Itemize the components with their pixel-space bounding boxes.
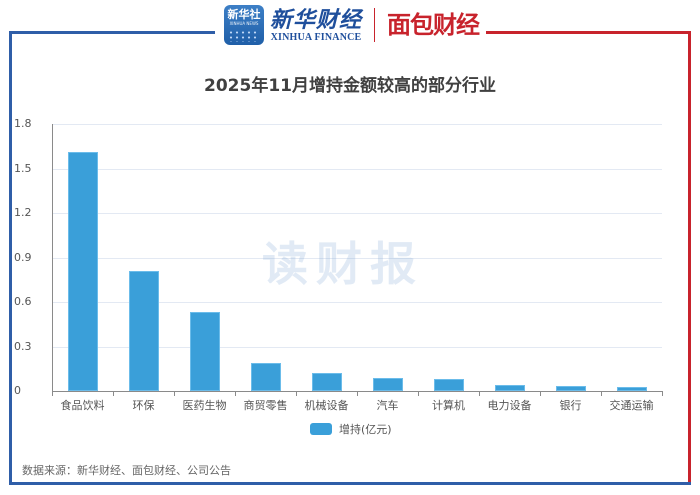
- y-axis: [52, 124, 53, 392]
- y-tick-label: 0: [14, 384, 21, 397]
- xinhua-finance-logo: 新华财经 XINHUA FINANCE: [270, 8, 362, 43]
- bar-汽车[interactable]: [373, 378, 403, 391]
- frame-top-right: [486, 31, 691, 34]
- x-tick-mark: [52, 391, 53, 396]
- frame-right: [688, 31, 691, 484]
- bar-环保[interactable]: [129, 271, 159, 391]
- header-logos: 新华社 XINHUA NEWS 新华财经 XINHUA FINANCE 面包财经: [218, 4, 486, 46]
- x-tick-mark: [357, 391, 358, 396]
- bar-交通运输[interactable]: [617, 387, 647, 391]
- bar-医药生物[interactable]: [190, 312, 220, 391]
- legend-label: 增持(亿元): [339, 423, 392, 436]
- gridline: [52, 124, 662, 125]
- x-tick-label: 计算机: [432, 399, 465, 412]
- gridline: [52, 169, 662, 170]
- bar-机械设备[interactable]: [312, 373, 342, 391]
- frame-top-left: [9, 31, 215, 34]
- gridline: [52, 302, 662, 303]
- x-tick-label: 汽车: [376, 399, 399, 412]
- y-tick-label: 1.2: [14, 206, 32, 219]
- chart-title: 2025年11月增持金额较高的部分行业: [204, 76, 496, 96]
- gridline: [52, 347, 662, 348]
- gridline: [52, 213, 662, 214]
- y-tick-label: 1.8: [14, 117, 32, 130]
- legend[interactable]: 增持(亿元): [310, 421, 392, 437]
- x-tick-mark: [540, 391, 541, 396]
- xinhua-icon-text: 新华社: [227, 8, 261, 21]
- x-tick-label: 机械设备: [304, 399, 349, 412]
- x-tick-label: 商贸零售: [243, 399, 288, 412]
- x-tick-label: 交通运输: [609, 399, 654, 412]
- x-tick-mark: [418, 391, 419, 396]
- x-tick-label: 医药生物: [182, 399, 227, 412]
- watermark: 读财报: [262, 237, 424, 291]
- y-tick-label: 0.6: [14, 295, 32, 308]
- network-dots-icon: [228, 30, 260, 42]
- xinhua-finance-en: XINHUA FINANCE: [270, 31, 362, 43]
- bar-商贸零售[interactable]: [251, 363, 281, 391]
- y-tick-label: 1.5: [14, 162, 32, 175]
- x-tick-label: 电力设备: [487, 399, 532, 412]
- x-tick-mark: [479, 391, 480, 396]
- data-source-note: 数据来源：新华财经、面包财经、公司公告: [22, 464, 231, 477]
- frame-left: [9, 31, 12, 485]
- y-tick-label: 0.3: [14, 340, 32, 353]
- xinhua-news-logo-icon: 新华社 XINHUA NEWS: [224, 5, 264, 45]
- legend-swatch: [310, 423, 332, 435]
- x-tick-label: 食品饮料: [60, 399, 105, 412]
- x-tick-mark: [113, 391, 114, 396]
- x-tick-mark: [296, 391, 297, 396]
- x-tick-label: 环保: [132, 399, 155, 412]
- x-tick-mark: [174, 391, 175, 396]
- bar-计算机[interactable]: [434, 379, 464, 391]
- bar-食品饮料[interactable]: [68, 152, 98, 391]
- x-tick-label: 银行: [559, 399, 582, 412]
- logo-divider: [374, 8, 376, 42]
- x-tick-mark: [662, 391, 663, 396]
- mianbao-finance-logo: 面包财经: [387, 11, 480, 39]
- xinhua-finance-cn: 新华财经: [270, 6, 363, 33]
- bar-电力设备[interactable]: [495, 385, 525, 391]
- y-tick-label: 0.9: [14, 251, 32, 264]
- x-tick-mark: [601, 391, 602, 396]
- xinhua-icon-subtext: XINHUA NEWS: [229, 21, 259, 26]
- x-tick-mark: [235, 391, 236, 396]
- bar-银行[interactable]: [556, 386, 586, 391]
- gridline: [52, 258, 662, 259]
- frame-bottom: [9, 482, 691, 485]
